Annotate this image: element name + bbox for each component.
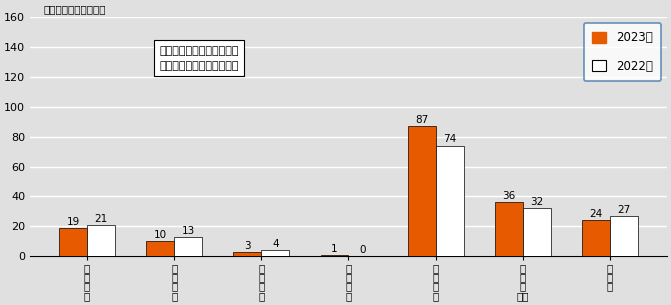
Text: 21: 21	[95, 214, 107, 224]
Bar	[261, 250, 289, 256]
Text: 74: 74	[443, 135, 456, 145]
Bar	[408, 126, 435, 256]
Text: ２０２３年総件数１８０件
２０２２年総件数１７１件: ２０２３年総件数１８０件 ２０２２年総件数１７１件	[159, 46, 239, 70]
Bar	[495, 203, 523, 256]
Text: （件）【事故別内訳】: （件）【事故別内訳】	[44, 4, 106, 14]
Text: 27: 27	[617, 205, 631, 215]
Text: 19: 19	[66, 217, 80, 227]
Text: 0: 0	[359, 245, 366, 255]
Text: 4: 4	[272, 239, 278, 249]
Bar	[174, 237, 202, 256]
Text: 24: 24	[589, 209, 603, 219]
Text: 13: 13	[181, 226, 195, 236]
Text: 3: 3	[244, 241, 251, 251]
Bar	[435, 146, 464, 256]
Bar	[146, 241, 174, 256]
Text: 1: 1	[331, 244, 338, 253]
Bar	[523, 208, 551, 256]
Text: 87: 87	[415, 115, 428, 125]
Bar	[321, 255, 348, 256]
Text: 32: 32	[530, 197, 544, 207]
Bar	[582, 221, 610, 256]
Bar	[610, 216, 638, 256]
Legend: 2023年, 2022年: 2023年, 2022年	[584, 23, 661, 81]
Text: 10: 10	[154, 230, 167, 240]
Bar	[234, 252, 261, 256]
Bar	[59, 228, 87, 256]
Bar	[87, 225, 115, 256]
Text: 36: 36	[503, 191, 515, 201]
